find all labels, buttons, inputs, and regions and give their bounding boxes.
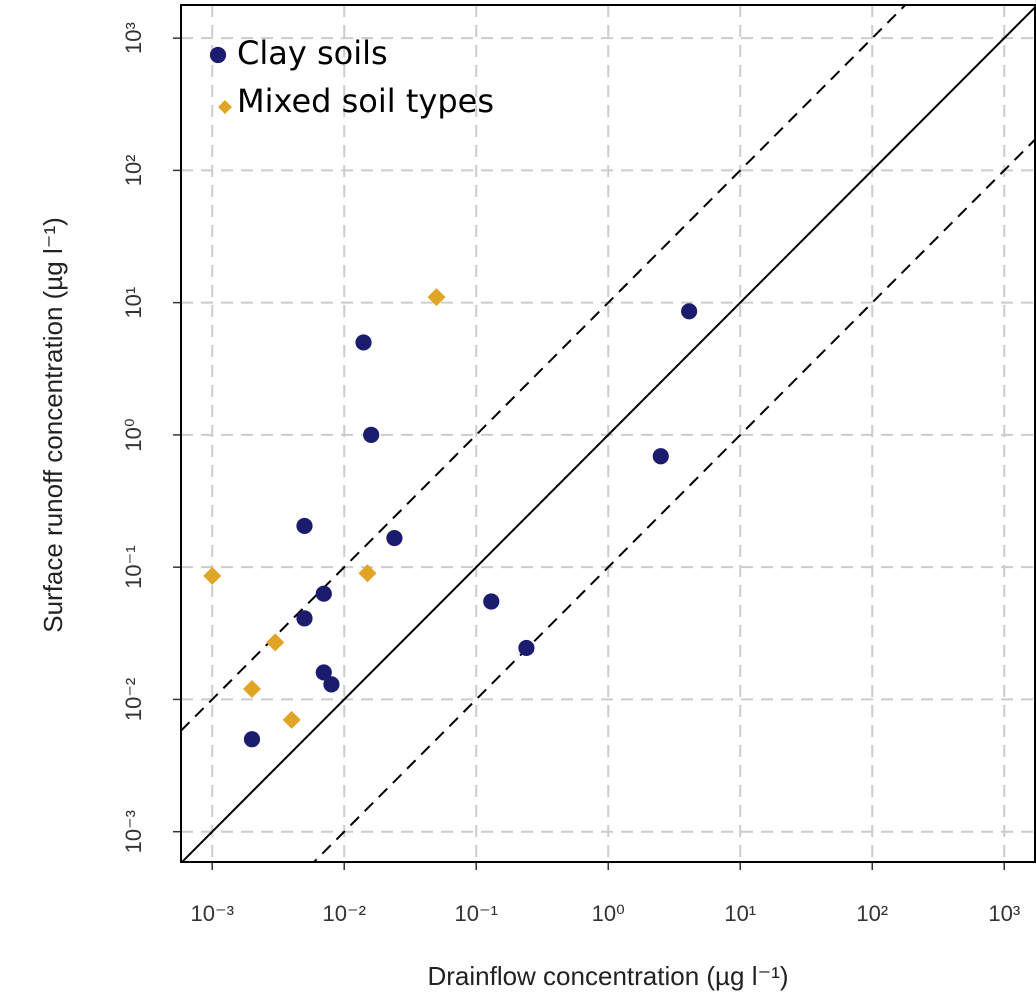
point (296, 610, 313, 627)
y-tick-label: 10⁻³ (121, 810, 146, 853)
y-tick-label: 10³ (121, 22, 146, 54)
x-tick-label: 10¹ (724, 901, 756, 926)
x-tick-label: 10⁻¹ (455, 901, 498, 926)
point (315, 585, 332, 602)
y-tick-label: 10⁻² (121, 678, 146, 721)
plot-area (181, 5, 1035, 862)
y-tick-label: 10⁰ (121, 418, 146, 451)
x-axis-title: Drainflow concentration (µg l⁻¹) (427, 961, 788, 991)
x-tick-label: 10⁻² (323, 901, 366, 926)
point (427, 288, 446, 307)
point (323, 676, 340, 693)
point (518, 639, 535, 657)
point (386, 529, 403, 547)
x-tick-label: 10⁰ (592, 901, 625, 926)
legend-marker (209, 46, 227, 64)
y-tick-label: 10¹ (121, 287, 146, 319)
y-axis-title: Surface runoff concentration (µg l⁻¹) (38, 217, 68, 633)
point (282, 710, 301, 729)
legend-label: Clay soils (237, 34, 388, 72)
y-tick-label: 10⁻¹ (121, 545, 146, 588)
legend-label: Mixed soil types (237, 82, 494, 120)
point (363, 426, 380, 444)
point (296, 517, 313, 535)
y-tick-label: 10² (121, 154, 146, 186)
point (358, 564, 377, 583)
reference-line (181, 6, 1035, 862)
point (652, 448, 669, 465)
point (355, 334, 372, 351)
point (243, 731, 261, 748)
point (681, 303, 698, 320)
x-tick-label: 10³ (988, 901, 1020, 926)
point (266, 633, 285, 652)
point (242, 679, 261, 698)
point (203, 566, 222, 585)
point (483, 593, 500, 610)
legend-marker (218, 100, 232, 114)
reference-line (312, 138, 1035, 862)
x-tick-label: 10² (856, 901, 888, 926)
x-tick-label: 10⁻³ (191, 901, 234, 926)
point (315, 664, 332, 681)
plot-frame (180, 4, 1036, 863)
